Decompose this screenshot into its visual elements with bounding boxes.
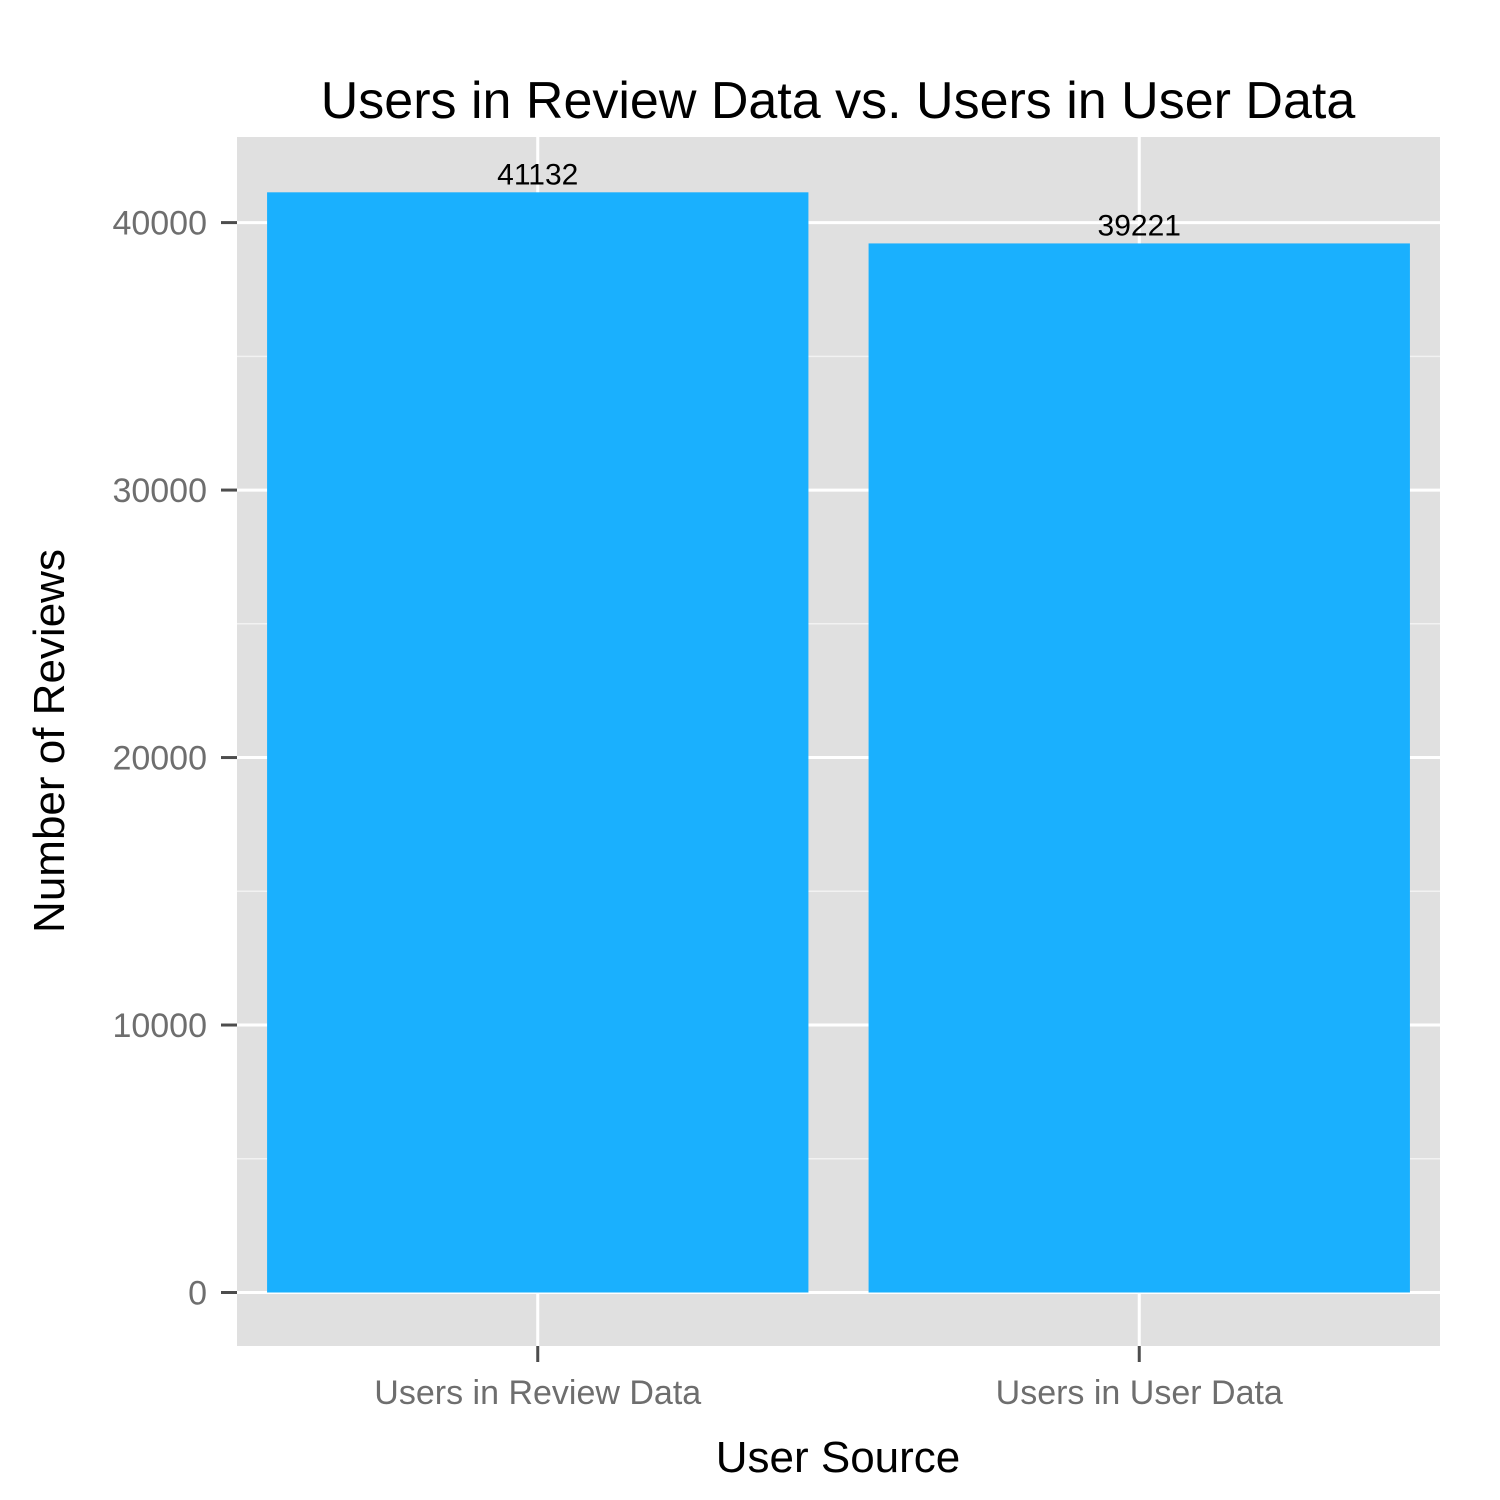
data-labels: 41132 39221 bbox=[497, 158, 1181, 242]
y-tick-label: 40000 bbox=[112, 205, 207, 243]
bar bbox=[267, 192, 809, 1293]
bar bbox=[868, 243, 1410, 1293]
x-tick-label: Users in Review Data bbox=[374, 1374, 701, 1412]
y-tick-label: 0 bbox=[188, 1275, 207, 1313]
x-tick-label: Users in User Data bbox=[996, 1374, 1283, 1412]
chart-title: Users in Review Data vs. Users in User D… bbox=[321, 72, 1356, 130]
bars bbox=[267, 192, 1410, 1293]
y-axis-title: Number of Reviews bbox=[25, 549, 74, 933]
x-axis-title: User Source bbox=[716, 1433, 961, 1482]
y-tick-label: 10000 bbox=[112, 1007, 207, 1045]
data-label: 39221 bbox=[1098, 209, 1181, 242]
y-tick-label: 20000 bbox=[112, 740, 207, 778]
x-axis: Users in Review Data Users in User Data bbox=[374, 1346, 1283, 1412]
y-tick-label: 30000 bbox=[112, 472, 207, 510]
y-axis: 0 10000 20000 30000 40000 bbox=[112, 205, 237, 1313]
data-label: 41132 bbox=[497, 158, 578, 191]
